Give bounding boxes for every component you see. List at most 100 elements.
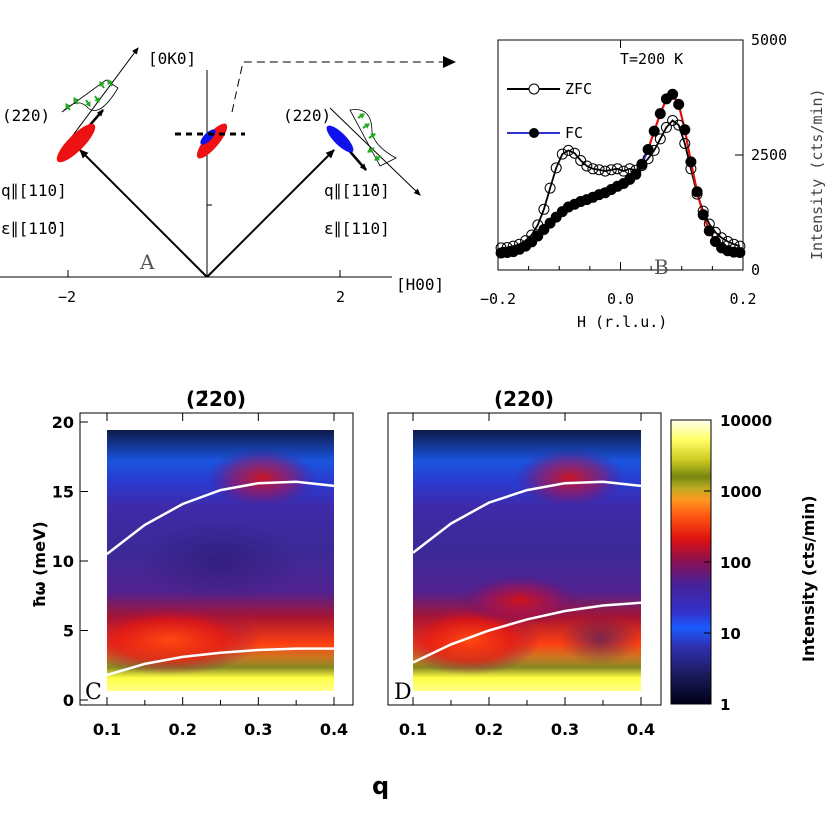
link-arrow [231,61,445,113]
zfc-point [575,155,587,166]
legend-zfc-label: ZFC [565,80,592,98]
x-tick-label: 2 [336,288,345,306]
y-tick-label: 5 [63,622,74,641]
temperature-label: T=200 K [620,50,683,68]
colorbar-tick-label: 1 [720,696,730,714]
right-peak-label: (220) [283,106,331,125]
panel-d-ticks: 0.1 0.2 0.3 0.4 [399,413,655,739]
q-axis-label: q [372,772,389,800]
zfc-point [624,163,636,175]
heatmap-d [413,430,641,691]
zfc-point [562,144,574,156]
dispersion-lower-d [412,601,642,664]
x-tick-label: 0.2 [729,290,756,308]
colorbar-tick-label: 100 [720,554,751,572]
panel-a: −2 2 [H00] [0K0] A [0,47,456,306]
zfc-point [550,162,562,174]
h00-axis-label: [H00] [396,275,444,294]
fc-point [654,108,666,120]
right-q-label: q∥[11̄0] [324,181,390,200]
legend-fc-label: FC [565,124,583,142]
zfc-point [605,164,617,176]
panel-d: 0.1 0.2 0.3 0.4 (220) D [387,387,662,739]
x-tick-label: −0.2 [480,290,516,308]
panel-b-xlabel: H (r.l.u.) [577,313,667,331]
ellipse-center-red [196,123,228,159]
zfc-point [587,163,599,175]
dispersion-upper-d [412,480,642,554]
x-tick-label: 0.1 [399,720,427,739]
dispersion-upper-c [106,480,335,555]
direction-right [329,107,421,196]
fc-point [734,247,746,258]
x-tick-label: 0.0 [607,290,634,308]
x-tick-label: 0.1 [93,720,121,739]
panel-a-letter: A [139,250,155,274]
colorbar-ticks: 1 10 100 1000 10000 [704,412,772,714]
green-arrows-right [357,113,382,161]
fc-point [648,125,660,137]
okO-axis-label: [0K0] [148,49,196,68]
wave-left [61,79,119,113]
y-tick-label: 0 [63,691,74,710]
zfc-point [593,164,605,176]
x-tick-label: 0.2 [475,720,503,739]
panel-b-ticks: −0.2 0.0 0.2 0 2500 5000 [480,31,787,308]
vector-right [206,149,335,278]
y-tick-label: 2500 [751,146,787,164]
colorbar-tick-label: 1000 [720,483,762,501]
panel-c-ylabel: ħω (meV) [30,521,49,608]
zfc-point [660,121,672,133]
legend-fc-marker [529,128,539,138]
left-q-label: q∥[110] [1,181,67,200]
fc-point [667,88,679,100]
link-arrow-head [443,56,456,68]
zfc-point [611,163,623,175]
fc-point [630,168,642,180]
zfc-point [569,147,581,159]
y-tick-label: 15 [52,483,74,502]
panel-b-letter: B [654,255,669,279]
y-tick-label: 0 [751,261,760,279]
fc-point [642,144,654,155]
left-peak-label: (2̄20) [2,106,50,125]
zfc-point [618,165,630,177]
colorbar: 1 10 100 1000 10000 Intensity (cts/min) [670,412,818,714]
wave-right [349,109,397,167]
panel-d-title: (220) [494,387,554,411]
panel-c: 0.1 0.2 0.3 0.4 0 5 10 15 20 (2̄20) C ħω (meV) [30,387,354,739]
panel-c-ticks: 0.1 0.2 0.3 0.4 0 5 10 15 20 [52,413,348,739]
x-tick-label: 0.4 [627,720,655,739]
panel-b: −0.2 0.0 0.2 0 2500 5000 T=200 K ZFC FC B H (… [480,31,826,331]
ellipse-left-red [56,123,96,163]
panel-d-letter: D [394,680,412,705]
zfc-point [544,182,556,194]
zfc-point [581,160,593,172]
panel-b-ylabel: Intensity (cts/min) [808,88,826,260]
panel-b-data [495,88,746,259]
fc-point [691,186,703,198]
heatmap-c [107,430,334,691]
y-tick-label: 10 [52,552,74,571]
direction-left [61,47,139,151]
fc-point [697,209,709,221]
zfc-point [538,203,550,215]
colorbar-label: Intensity (cts/min) [799,495,818,662]
y-tick-label: 20 [52,413,74,432]
dispersion-lower-c [106,647,334,677]
y-tick-label: 5000 [751,31,787,49]
fc-point [673,98,685,110]
x-tick-label: 0.3 [551,720,579,739]
x-tick-label: 0.4 [320,720,348,739]
fc-point [679,124,691,136]
right-eps-label: ε∥[110] [324,219,390,238]
fc-point [636,158,648,170]
fc-point [685,156,697,168]
x-tick-label: 0.2 [168,720,196,739]
x-tick-label: −2 [58,288,76,306]
left-eps-label: ε∥[11̄0] [1,219,67,238]
zfc-point [679,138,691,149]
ellipse-right-blue [326,125,354,153]
colorbar-tick-label: 10000 [720,412,772,430]
